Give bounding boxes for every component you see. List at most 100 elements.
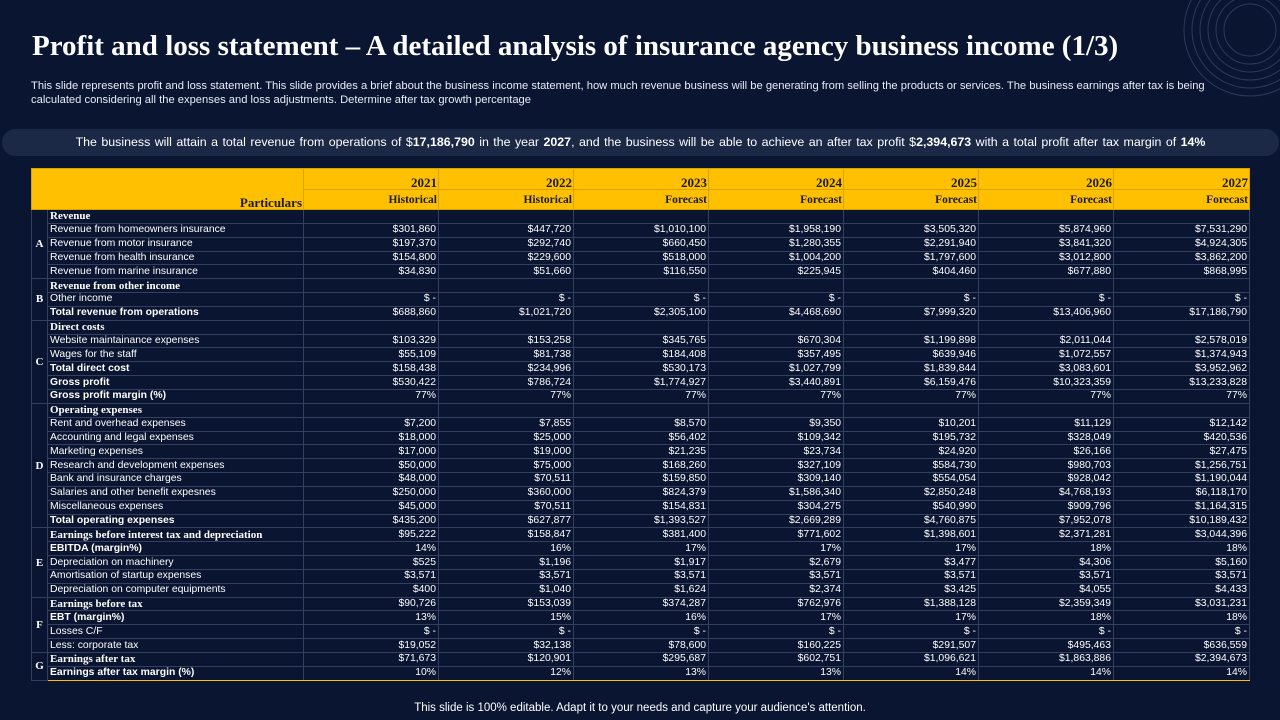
value-cell: 17% [573,541,709,557]
value-cell: 16% [573,610,709,626]
row-label: Earnings after tax margin (%) [47,665,304,681]
year-header: 2023 [573,168,709,190]
value-cell [1113,319,1250,335]
row-label: Total revenue from operations [47,305,304,321]
year-header-row: Particulars 2021 2022 2023 2024 2025 202… [31,168,1250,210]
type-header-row: Historical Historical Forecast Forecast … [32,189,1250,210]
value-cell: $158,438 [303,361,439,377]
value-cell: $420,536 [1113,430,1250,446]
banner-text: The business will attain a total revenue… [75,135,413,149]
value-cell: $10,201 [843,416,979,432]
value-cell: $688,860 [303,305,439,321]
table-row: Gross profit margin (%) 77% 77% 77% 77% 77% 77… [32,388,1250,404]
table-row: Research and development expenses $50,000… [32,458,1250,474]
value-cell: $3,044,396 [1113,527,1250,543]
value-cell: $7,999,320 [843,305,979,321]
value-cell: $197,370 [303,236,439,252]
value-cell: 18% [1113,610,1250,626]
value-cell: $23,734 [708,444,844,460]
value-cell: $762,976 [708,596,844,612]
value-cell: $3,571 [978,568,1114,584]
value-cell: $12,142 [1113,416,1250,432]
row-label: Other income [47,292,304,307]
value-cell: $3,477 [843,555,979,570]
value-cell: $159,850 [573,472,709,487]
value-cell: $19,000 [438,444,574,460]
row-label: Total operating expenses [47,513,304,529]
year-header: 2022 [438,168,574,190]
value-cell: $234,996 [438,361,574,377]
value-cell: $5,160 [1113,555,1250,570]
value-cell: $771,602 [708,527,844,543]
value-cell: $530,422 [303,375,439,390]
row-label: Depreciation on machinery [47,555,304,570]
table-row: EBT (margin%) 13% 15% 16% 17% 17% 18% 18% [32,610,1250,626]
value-cell [978,209,1114,224]
value-cell: $374,287 [573,596,709,612]
row-label: EBT (margin%) [47,610,304,626]
value-cell: $116,550 [573,264,709,280]
value-cell: $19,052 [303,638,439,653]
value-cell: 77% [438,388,574,404]
value-cell [843,402,979,418]
table-row: D Operating expenses [31,402,1250,529]
type-header: Historical [303,189,439,210]
value-cell: $3,425 [843,582,979,598]
value-cell: $909,796 [978,499,1114,515]
value-cell: $2,578,019 [1113,333,1250,349]
value-cell: 17% [843,610,979,626]
table-row: Less: corporate tax $19,052 $32,138 $78,600… [32,638,1250,653]
value-cell: $1,863,886 [978,652,1114,667]
type-header: Forecast [843,189,979,210]
table-row: Gross profit $530,422 $786,724 $1,774,927 $3… [32,375,1250,390]
value-cell: 18% [1113,541,1250,557]
value-cell: $554,054 [843,472,979,487]
type-header: Forecast [1113,189,1250,210]
value-cell: $32,138 [438,638,574,653]
value-cell [978,402,1114,418]
value-cell [1113,278,1250,294]
row-label: Revenue from motor insurance [47,236,304,252]
value-cell: $6,118,170 [1113,485,1250,501]
value-cell: $ - [1113,624,1250,640]
value-cell: $824,379 [573,485,709,501]
row-label: Revenue from other income [47,278,304,294]
type-header: Forecast [978,189,1114,210]
value-cell: $328,049 [978,430,1114,446]
table-row: Revenue from marine insurance $34,830 $51,… [32,264,1250,280]
value-cell: $3,571 [438,568,574,584]
value-cell: $1,196 [438,555,574,570]
value-cell [843,319,979,335]
value-cell: $18,000 [303,430,439,446]
value-cell: $10,323,359 [978,375,1114,390]
value-cell: $3,571 [1113,568,1250,584]
section-label: D [31,402,48,529]
value-cell: $1,797,600 [843,250,979,266]
value-cell: $3,841,320 [978,236,1114,252]
value-cell: 13% [708,665,844,681]
table-row: Total operating expenses $435,200 $627,877… [32,513,1250,529]
value-cell: $56,402 [573,430,709,446]
value-cell: $292,740 [438,236,574,252]
value-cell: $3,862,200 [1113,250,1250,266]
row-label: Earnings before interest tax and depreci… [47,527,304,543]
value-cell: $168,260 [573,458,709,474]
value-cell: $636,559 [1113,638,1250,653]
value-cell: $7,952,078 [978,513,1114,529]
value-cell: $345,765 [573,333,709,349]
table-row: Total direct cost $158,438 $234,996 $530,17… [32,361,1250,377]
value-cell: $3,571 [303,568,439,584]
value-cell [438,319,574,335]
value-cell: $327,109 [708,458,844,474]
value-cell: $ - [1113,292,1250,307]
banner-text: in the year [474,135,544,149]
value-cell: $ - [573,624,709,640]
table-row: Rent and overhead expenses $7,200 $7,855 $8… [32,416,1250,432]
value-cell: $70,511 [438,472,574,487]
value-cell [843,278,979,294]
particulars-header: Particulars [31,168,304,210]
value-cell: $4,768,193 [978,485,1114,501]
value-cell: $2,305,100 [573,305,709,321]
value-cell: $7,531,290 [1113,222,1250,238]
value-cell [573,278,709,294]
